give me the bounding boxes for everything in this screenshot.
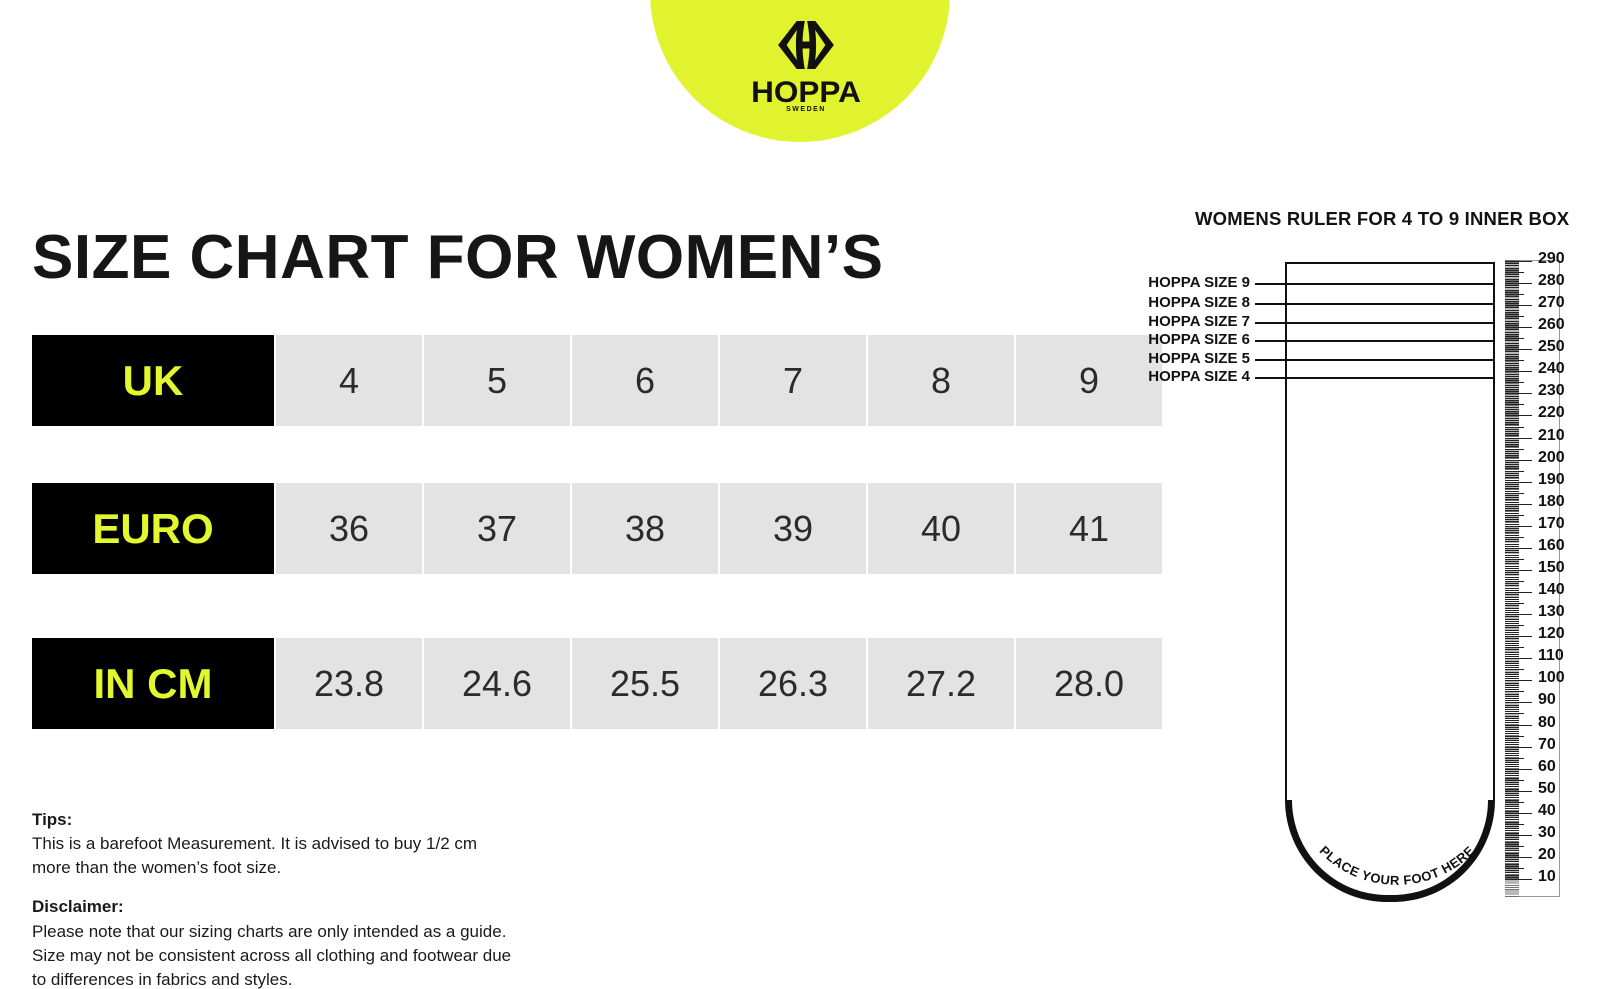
svg-text:PLACE YOUR FOOT HERE: PLACE YOUR FOOT HERE	[1317, 843, 1478, 888]
